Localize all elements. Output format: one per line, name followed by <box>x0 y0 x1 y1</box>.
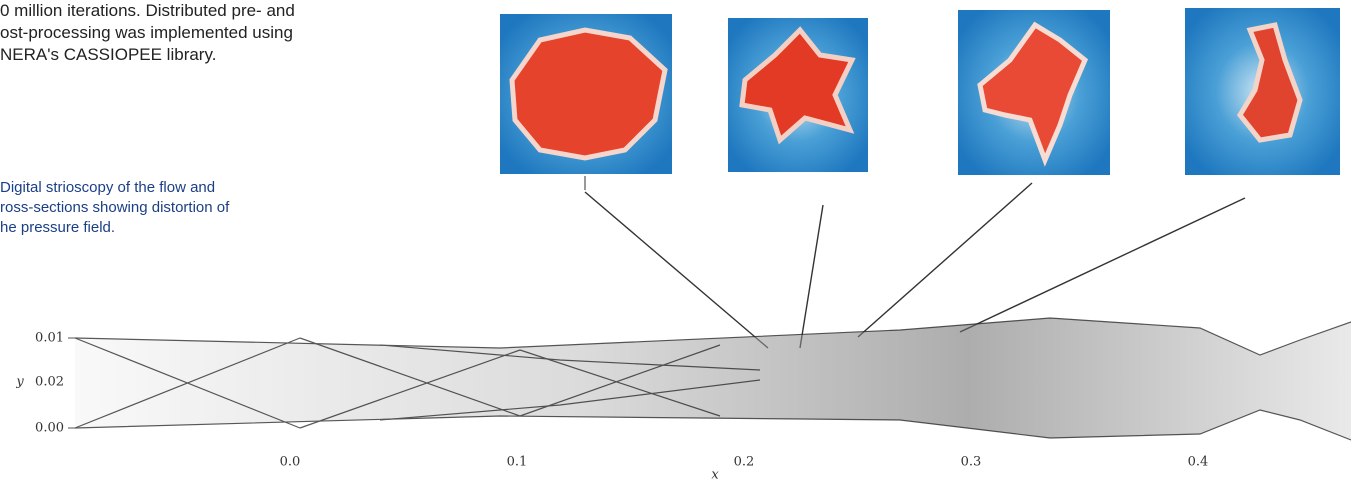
x-tick-label: 0.4 <box>1188 455 1209 470</box>
y-tick-label: 0.01 <box>35 331 64 346</box>
jet-image <box>75 318 1351 440</box>
inset <box>500 14 672 190</box>
x-tick-label: 0.1 <box>507 455 528 470</box>
page: 0 million iterations. Distributed pre- a… <box>0 0 1351 481</box>
y-tick-label: 0.00 <box>35 421 64 436</box>
connectors <box>585 183 1245 348</box>
y-tick-label: 0.02 <box>35 375 64 390</box>
x-tick-label: 0.3 <box>961 455 982 470</box>
inset <box>728 18 868 172</box>
axes <box>68 338 75 428</box>
figure: 0.01 0.02 0.00 y 0.0 0.1 0.2 0.3 0.4 x <box>0 0 1351 481</box>
x-tick-label: 0.0 <box>280 455 301 470</box>
inset <box>1185 8 1340 175</box>
inset <box>958 10 1110 175</box>
x-tick-label: 0.2 <box>734 455 755 470</box>
y-axis-label: y <box>15 375 24 390</box>
x-axis-label: x <box>711 468 719 481</box>
